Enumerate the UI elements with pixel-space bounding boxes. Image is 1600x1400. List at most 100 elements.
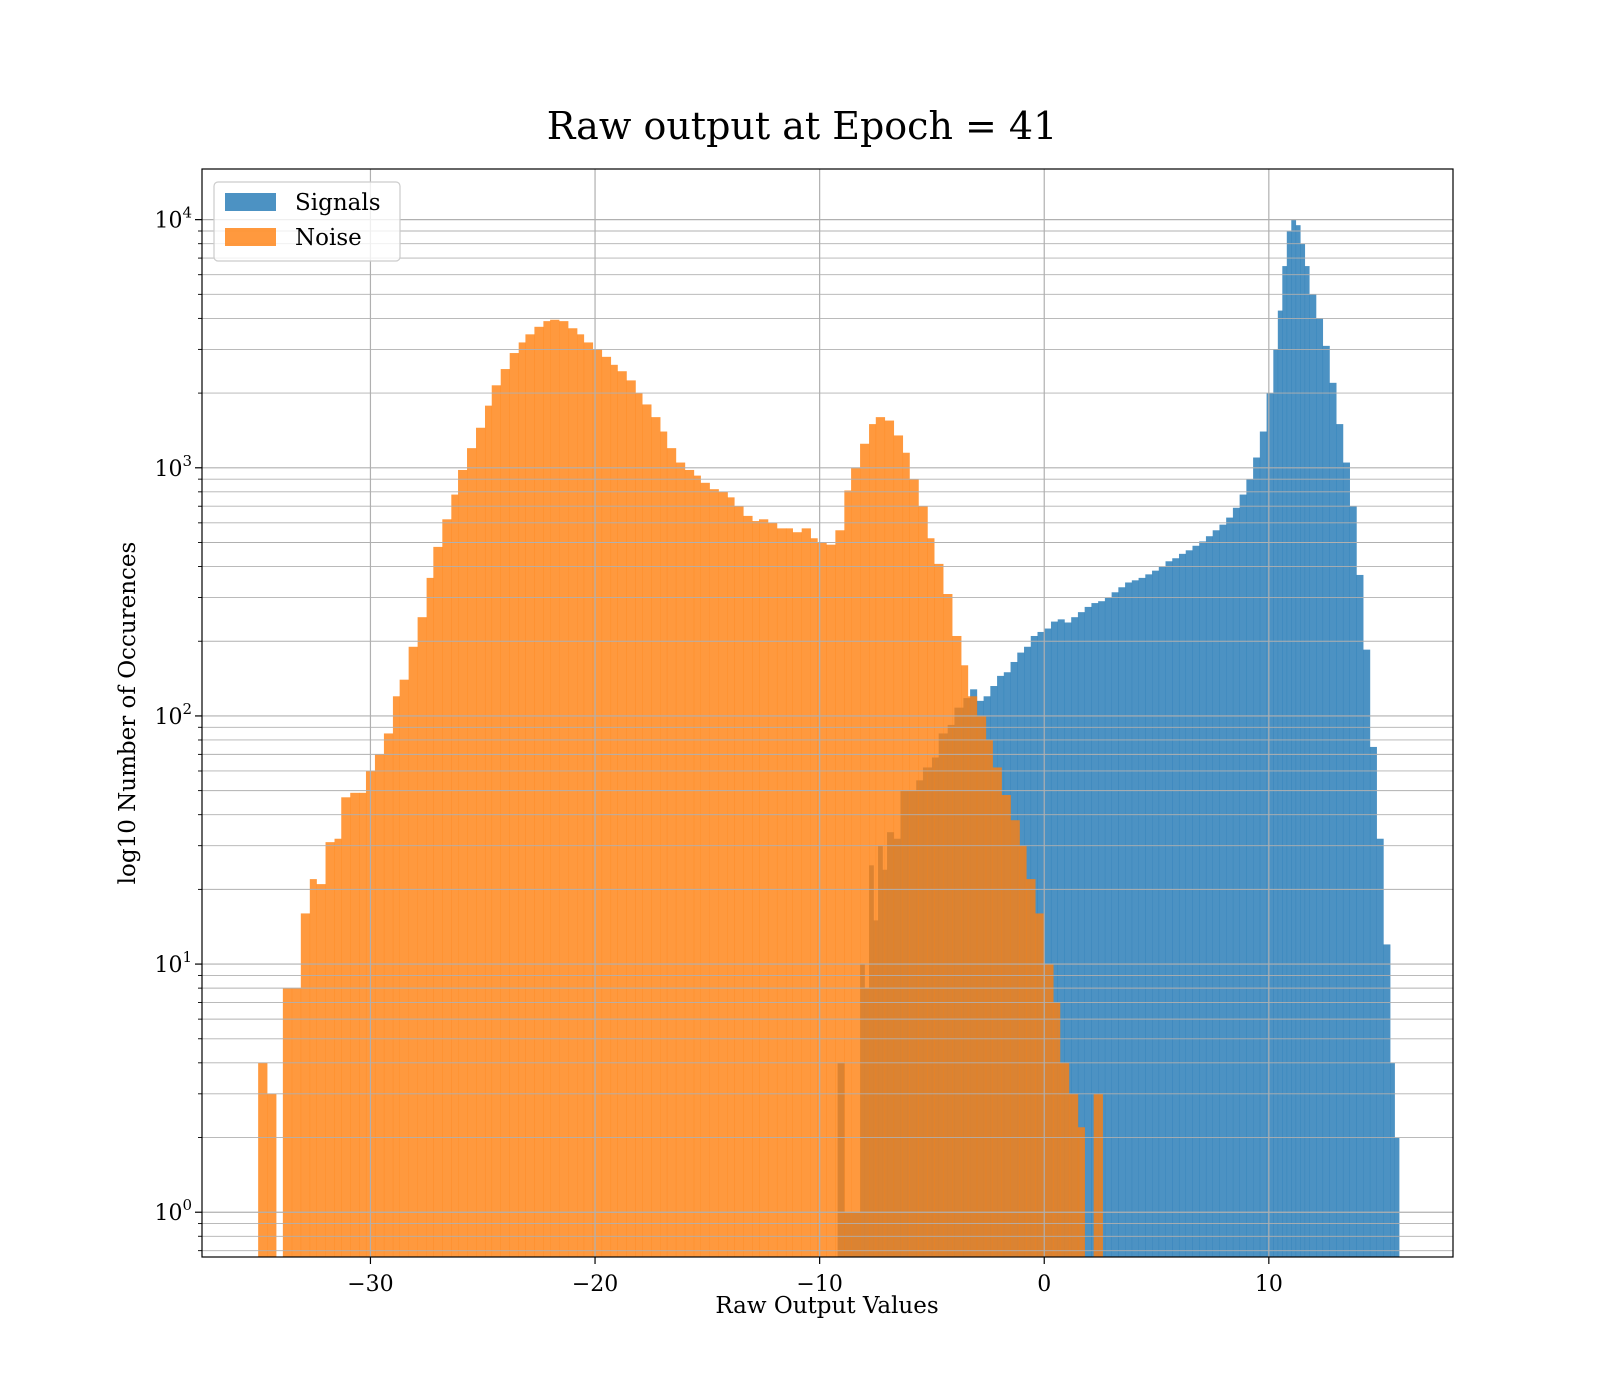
noise-bar (684, 469, 695, 1258)
noise-bar (309, 879, 317, 1257)
noise-bar (476, 427, 486, 1257)
signals-bar (1304, 266, 1310, 1258)
noise-bar (693, 475, 701, 1257)
signals-bar (1145, 574, 1153, 1257)
noise-bar (617, 371, 627, 1258)
signals-bar (1104, 597, 1112, 1257)
x-tick-label: 10 (1255, 1272, 1283, 1297)
noise-bar (835, 530, 845, 1257)
noise-bar (976, 715, 987, 1257)
noise-bar (359, 792, 367, 1257)
signals-bar (1356, 574, 1364, 1257)
signals-bar (1376, 838, 1384, 1257)
noise-bar (934, 563, 944, 1257)
signals-bar (1165, 561, 1173, 1257)
noise-bar (734, 506, 744, 1258)
noise-bar (1035, 913, 1045, 1257)
noise-bar (918, 506, 928, 1258)
noise-bar (1019, 845, 1027, 1257)
signals-bar (1205, 536, 1213, 1257)
noise-bar (491, 385, 502, 1257)
noise-bar (651, 417, 661, 1257)
noise-bar (718, 491, 728, 1258)
noise-bar (282, 988, 293, 1257)
noise-bar (392, 696, 400, 1257)
noise-bar (583, 342, 594, 1257)
noise-bar (1059, 1062, 1070, 1257)
legend-label-signals: Signals (295, 190, 381, 216)
noise-bar (675, 462, 686, 1257)
noise-bar (291, 988, 302, 1257)
signals-bar (1091, 603, 1099, 1257)
noise-bar (1026, 879, 1036, 1257)
signals-bar (1273, 349, 1279, 1257)
plot-frame (201, 168, 1454, 1258)
signals-bar (1232, 507, 1240, 1257)
noise-bar (909, 479, 919, 1257)
signals-bar (1383, 944, 1391, 1257)
signals-bar (1172, 558, 1180, 1257)
noise-bar (525, 334, 535, 1258)
noise-bar (927, 538, 935, 1257)
signals-bar (1050, 621, 1059, 1257)
noise-bar (509, 353, 519, 1257)
signals-bar (1300, 243, 1306, 1257)
signals-bar (1329, 382, 1337, 1257)
noise-bar (258, 1062, 268, 1257)
noise-bar (943, 594, 953, 1257)
noise-bar (1093, 1093, 1103, 1257)
noise-bar (844, 490, 852, 1257)
noise-bar (577, 334, 585, 1258)
noise-bar (743, 515, 753, 1257)
noise-bar (467, 448, 477, 1257)
signals-bar (1138, 577, 1146, 1257)
noise-bar (817, 542, 827, 1257)
signals-bar (1316, 318, 1324, 1257)
noise-bar (325, 842, 335, 1257)
noise-bars (258, 319, 1103, 1258)
noise-bar (727, 497, 735, 1257)
signals-bar (1131, 580, 1139, 1257)
noise-bar (350, 792, 360, 1257)
noise-bar (1068, 1093, 1079, 1257)
y-tick-label: 102 (154, 700, 192, 730)
noise-bar (902, 452, 910, 1258)
noise-bar (967, 696, 978, 1257)
signals-bar (1286, 231, 1292, 1257)
noise-bar (534, 326, 544, 1257)
signals-bar (1044, 628, 1052, 1257)
x-axis-label: Raw Output Values (715, 1293, 938, 1319)
x-tick-label: −10 (796, 1272, 842, 1297)
y-tick-label: 100 (154, 1196, 192, 1226)
signals-bar (1178, 553, 1187, 1257)
noise-bar (700, 482, 710, 1257)
y-tick-label: 101 (154, 948, 192, 978)
signals-bar (1266, 393, 1274, 1258)
signals-bar (1246, 479, 1254, 1257)
noise-bar (426, 577, 434, 1257)
noise-bar (417, 617, 427, 1257)
noise-bar (374, 754, 385, 1257)
noise-bar (767, 522, 778, 1257)
signals-bar (1118, 587, 1126, 1257)
noise-bar (458, 469, 468, 1258)
noise-bar (860, 443, 870, 1257)
noise-bar (559, 321, 569, 1257)
signals-bar (1111, 592, 1119, 1257)
noise-bar (550, 319, 560, 1257)
noise-bar (399, 679, 409, 1257)
y-tick-label: 104 (154, 204, 192, 234)
x-tick-label: −30 (347, 1272, 393, 1297)
y-tick-label: 103 (154, 452, 192, 482)
noise-bar (893, 435, 904, 1257)
noise-bar (642, 404, 652, 1257)
noise-bar (300, 913, 311, 1257)
signals-bar (1295, 225, 1301, 1258)
signals-bar (1152, 570, 1160, 1257)
noise-bar (826, 544, 836, 1257)
signals-bar (1158, 566, 1166, 1257)
x-tick-label: −20 (572, 1272, 618, 1297)
noise-bar (592, 349, 603, 1257)
